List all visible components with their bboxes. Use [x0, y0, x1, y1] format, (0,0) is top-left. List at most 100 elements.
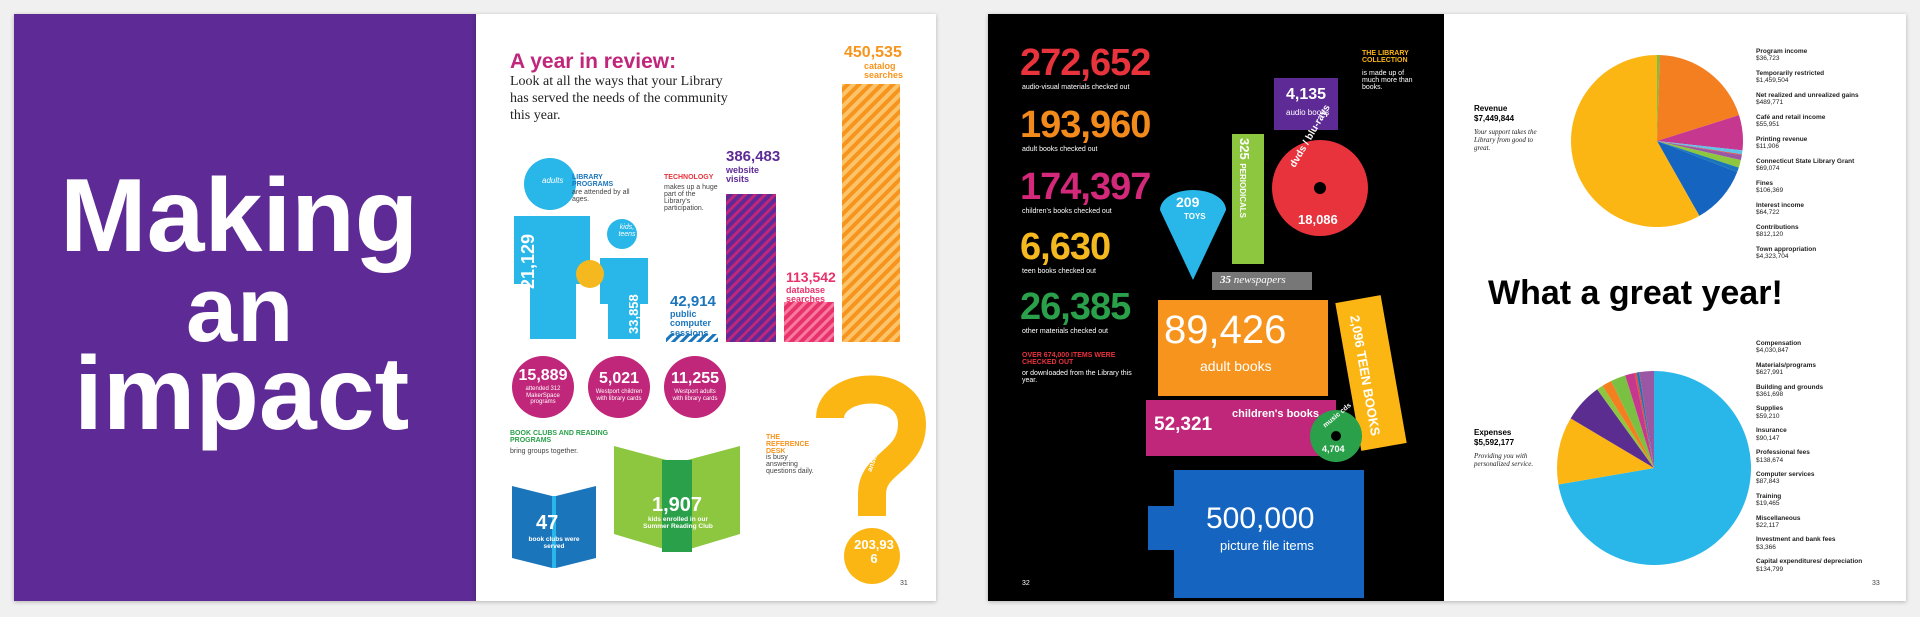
music-cds-value: 4,704	[1322, 444, 1345, 454]
pie-slice	[1570, 389, 1654, 468]
picture-file-value: 500,000	[1206, 502, 1315, 535]
legend-amount: $69,074	[1756, 165, 1780, 173]
collection-page: 272,652 audio-visual materials checked o…	[988, 14, 1444, 601]
legend-item: Fines $106,369	[1756, 180, 1783, 195]
legend-amount: $489,771	[1756, 99, 1784, 107]
year-in-review-page: A year in review: Look at all the ways t…	[476, 14, 936, 601]
pie-slice	[1657, 141, 1743, 155]
audio-books-label: audio books	[1286, 108, 1330, 117]
pie-slice	[1657, 141, 1742, 161]
legend-label: Capital expenditures/ depreciation	[1756, 558, 1863, 566]
review-text: Look at all the ways that your Library h…	[510, 74, 728, 123]
kids-label: kids, teens	[618, 224, 636, 238]
stat-circle-makerspace: 15,889 attended 312 MakerSpace programs	[512, 356, 574, 418]
legend-amount: $19,465	[1756, 500, 1780, 508]
kids-count: 33,858	[626, 294, 641, 334]
pie-slice	[1657, 55, 1740, 141]
page-number: 32	[1022, 580, 1030, 587]
pie-slice	[1558, 371, 1751, 565]
stat-label: Westport children with library cards	[595, 389, 643, 402]
adult-books-block	[1158, 300, 1328, 396]
pie-slice	[1657, 141, 1742, 156]
checkout-adult-value: 193,960	[1020, 104, 1151, 146]
children-books-value: 52,321	[1154, 414, 1213, 435]
checkout-audio-visual-label: audio-visual materials checked out	[1022, 84, 1130, 91]
pie-slice	[1625, 372, 1654, 468]
collection-desc: is made up of much more than books.	[1362, 70, 1413, 91]
periodicals-text: 325 PERIODICALS	[1237, 138, 1252, 258]
stat-label: attended 312 MakerSpace programs	[525, 386, 561, 406]
reference-value: 203,936	[854, 537, 894, 566]
legend-label: Miscellaneous	[1756, 514, 1801, 522]
legend-item: Training $19,465	[1756, 493, 1781, 508]
legend-item: Contributions $812,120	[1756, 224, 1799, 239]
checkout-other-label: other materials checked out	[1022, 328, 1108, 335]
legend-amount: $59,210	[1756, 412, 1780, 420]
checkout-children-label: children's books checked out	[1022, 208, 1112, 215]
legend-item: Town appropriation $4,323,704	[1756, 246, 1816, 261]
legend-amount: $361,698	[1756, 391, 1784, 399]
legend-label: Town appropriation	[1756, 246, 1817, 253]
legend-label: Building and grounds	[1756, 383, 1824, 391]
legend-label: Net realized and unrealized gains	[1756, 92, 1859, 99]
legend-amount: $106,369	[1756, 187, 1784, 195]
audio-books-value: 4,135	[1286, 86, 1327, 103]
newspapers-band	[1212, 272, 1312, 290]
periodicals-label: PERIODICALS	[1238, 163, 1247, 218]
legend-item: Net realized and unrealized gains $489,77…	[1756, 92, 1859, 107]
expenses-total: $5,592,177	[1474, 438, 1515, 447]
cover-page: Making an impact	[14, 14, 476, 601]
legend-label: Café and retail income	[1756, 114, 1826, 121]
expenses-legend: Compensation $4,030,847 Materials/programs…	[1756, 340, 1896, 590]
legend-label: Connecticut State Library Grant	[1756, 158, 1855, 165]
adult-books-label: adult books	[1200, 358, 1272, 374]
bar-label-website: website visits	[726, 165, 760, 185]
legend-label: Printing revenue	[1756, 136, 1808, 143]
stat-value: 5,021	[598, 370, 640, 388]
bar-value-database: 113,542	[786, 269, 836, 285]
picture-file-label: picture file items	[1220, 538, 1314, 553]
legend-amount: $627,991	[1756, 369, 1784, 377]
legend-label: Investment and bank fees	[1756, 536, 1836, 544]
pie-slice	[1597, 385, 1654, 468]
revenue-title: Revenue	[1474, 104, 1508, 113]
tech-desc: makes up a huge part of the Library's pa…	[664, 184, 718, 212]
bookclub-label: book clubs were served	[528, 536, 580, 550]
summer-label: kids enrolled in our Summer Reading Club	[643, 516, 713, 530]
programs-figure	[514, 158, 648, 339]
pie-slice	[1657, 115, 1743, 151]
legend-item: Professional fees $138,674	[1756, 449, 1810, 464]
pie-slice	[1639, 371, 1654, 468]
audio-books-box	[1274, 78, 1338, 130]
adults-label: adults	[542, 176, 564, 185]
pie-slice	[1657, 141, 1741, 168]
hero-line-3: impact	[74, 336, 410, 452]
bookclub-title: BOOK CLUBS AND READING PROGRAMS	[510, 430, 609, 444]
legend-item: Temporarily restricted $1,459,504	[1756, 70, 1824, 85]
legend-amount: $812,120	[1756, 231, 1784, 239]
revenue-note: Your support takes the Library from good…	[1474, 128, 1537, 152]
page-number: 33	[1872, 580, 1880, 587]
picture-file-cabinet	[1174, 470, 1364, 598]
newspapers-text: 35 newspapers	[1220, 274, 1286, 286]
pie-slice	[1657, 54, 1660, 141]
legend-label: Supplies	[1756, 405, 1784, 413]
legend-label: Training	[1756, 492, 1782, 500]
revenue-legend: Program income $36,723 Temporarily restric…	[1756, 48, 1896, 278]
legend-label: Contributions	[1756, 224, 1799, 231]
finances-page: Revenue $7,449,844 Your support takes th…	[1444, 14, 1906, 601]
pie-slice	[1638, 372, 1654, 468]
legend-label: Program income	[1756, 48, 1808, 55]
hero-line-1: Making	[60, 158, 419, 274]
pie-slice	[1557, 418, 1654, 485]
legend-label: Compensation	[1756, 340, 1802, 347]
periodicals-box	[1232, 134, 1264, 264]
bar-label-database: database searches	[786, 285, 826, 305]
cabinet-handle	[1148, 506, 1174, 550]
pie-slice	[1657, 141, 1739, 173]
legend-label: Interest income	[1756, 202, 1805, 209]
bar-label-computer: public computer sessions	[670, 309, 712, 338]
legend-item: Printing revenue $11,906	[1756, 136, 1807, 151]
children-books-label: children's books	[1232, 408, 1319, 420]
bar-value-computer: 42,914	[670, 293, 716, 310]
